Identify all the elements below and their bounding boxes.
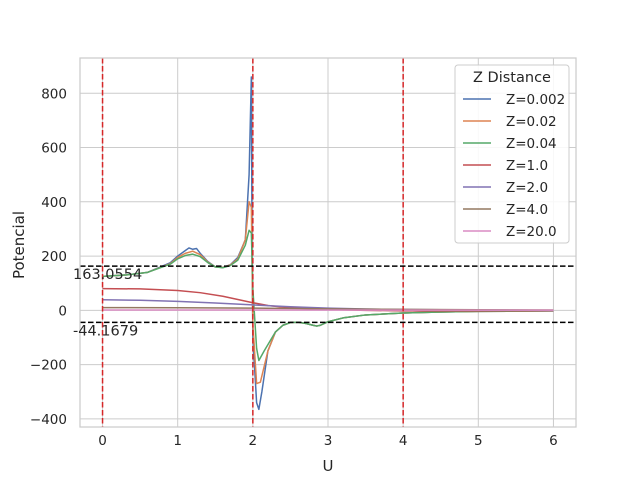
x-tick-label: 0 <box>98 433 107 449</box>
hline-value-label: -44.1679 <box>73 323 138 339</box>
y-tick-label: 0 <box>58 303 67 319</box>
legend-items: Z=0.002 Z=0.02 Z=0.04 Z=1.0 Z=2.0 Z=4.0 Z=20.0 <box>463 92 565 240</box>
x-tick-label: 2 <box>249 433 258 449</box>
reference-lines <box>80 58 576 427</box>
legend: Z Distance Z=0.002 Z=0.02 Z=0.04 Z=1.0 Z=2.0… <box>454 64 570 244</box>
tick-labels: 0 1 2 3 4 5 6 −400 −200 0 200 400 600 800 <box>30 86 558 449</box>
y-tick-label: −400 <box>30 412 67 428</box>
plot-frame <box>79 57 577 428</box>
legend-entry-label: Z=2.0 <box>506 180 548 196</box>
legend-entry-label: Z=0.02 <box>506 114 557 130</box>
x-tick-label: 3 <box>324 433 333 449</box>
plot-lines <box>102 76 554 411</box>
legend-entry-label: Z=4.0 <box>506 202 548 218</box>
hline-annotations: 163.0554 -44.1679 <box>73 267 142 339</box>
y-tick-label: 800 <box>41 86 67 102</box>
series-line <box>102 229 554 362</box>
legend-box <box>454 64 570 244</box>
legend-entry-label: Z=0.04 <box>506 136 557 152</box>
x-tick-label: 5 <box>474 433 483 449</box>
y-tick-label: −200 <box>30 358 67 374</box>
y-tick-label: 200 <box>41 249 67 265</box>
x-tick-label: 4 <box>399 433 408 449</box>
x-tick-label: 1 <box>173 433 182 449</box>
y-axis-label: Potencial <box>10 211 28 279</box>
legend-entry-label: Z=20.0 <box>506 224 557 240</box>
x-tick-label: 6 <box>549 433 558 449</box>
x-axis-label: U <box>323 457 334 475</box>
y-tick-label: 600 <box>41 141 67 157</box>
y-tick-label: 400 <box>41 195 67 211</box>
legend-entry-label: Z=0.002 <box>506 92 565 108</box>
hline-value-label: 163.0554 <box>73 267 142 283</box>
legend-title: Z Distance <box>473 70 551 86</box>
legend-entry-label: Z=1.0 <box>506 158 548 174</box>
